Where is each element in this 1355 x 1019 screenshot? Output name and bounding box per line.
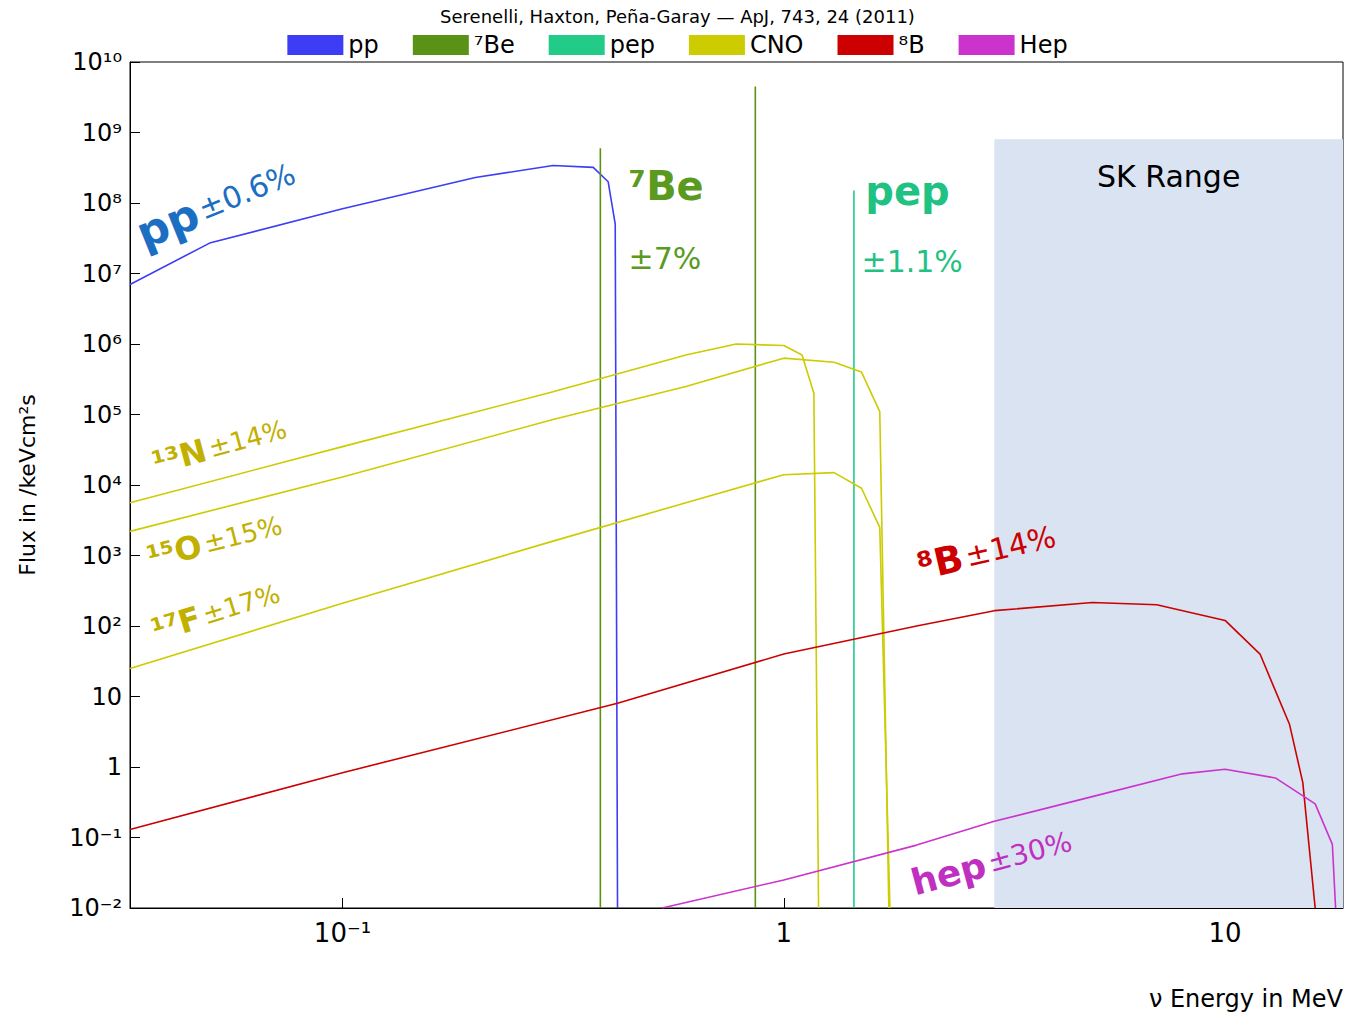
svg-text:±7%: ±7% [629, 241, 702, 276]
svg-text:ν Energy in MeV: ν Energy in MeV [1149, 985, 1344, 1013]
svg-text:10⁹: 10⁹ [82, 119, 122, 147]
svg-text:⁷Be: ⁷Be [629, 163, 704, 209]
svg-text:Serenelli, Haxton, Peña-Garay: Serenelli, Haxton, Peña-Garay — ApJ, 743… [440, 6, 915, 27]
svg-text:¹³N: ¹³N [148, 431, 211, 482]
svg-text:10⁴: 10⁴ [82, 471, 122, 499]
svg-text:1: 1 [107, 753, 122, 781]
svg-text:±14%: ±14% [205, 414, 290, 464]
svg-text:⁸B: ⁸B [899, 31, 925, 59]
svg-text:10²: 10² [82, 612, 122, 640]
svg-text:±14%: ±14% [962, 519, 1059, 574]
svg-text:±30%: ±30% [984, 825, 1075, 879]
svg-text:±1.1%: ±1.1% [861, 244, 962, 279]
svg-text:10³: 10³ [82, 542, 122, 570]
svg-text:10⁷: 10⁷ [82, 260, 122, 288]
svg-text:pep: pep [610, 31, 655, 59]
svg-text:±17%: ±17% [199, 578, 284, 630]
svg-text:10¹⁰: 10¹⁰ [72, 48, 122, 76]
svg-text:¹⁵O: ¹⁵O [143, 526, 206, 576]
svg-text:10: 10 [1209, 918, 1242, 948]
svg-text:Flux in /keVcm²s: Flux in /keVcm²s [15, 394, 40, 576]
svg-text:±15%: ±15% [201, 510, 285, 558]
svg-text:SK Range: SK Range [1097, 159, 1240, 194]
svg-text:10⁸: 10⁸ [82, 189, 122, 217]
svg-text:pp: pp [348, 31, 378, 59]
svg-text:±0.6%: ±0.6% [193, 156, 300, 226]
svg-text:Hep: Hep [1020, 31, 1068, 59]
svg-text:pp: pp [128, 187, 207, 259]
svg-text:10⁻¹: 10⁻¹ [69, 824, 122, 852]
svg-text:10: 10 [91, 683, 122, 711]
svg-text:10⁵: 10⁵ [82, 401, 122, 429]
svg-text:¹⁷F: ¹⁷F [147, 599, 206, 650]
svg-text:⁸B: ⁸B [913, 536, 967, 589]
svg-text:1: 1 [776, 918, 793, 948]
svg-text:pep: pep [865, 168, 949, 214]
svg-text:hep: hep [907, 844, 991, 903]
svg-text:10⁻¹: 10⁻¹ [314, 918, 371, 948]
svg-text:⁷Be: ⁷Be [474, 31, 515, 59]
svg-text:10⁻²: 10⁻² [69, 894, 122, 922]
svg-text:10⁶: 10⁶ [82, 330, 122, 358]
svg-text:CNO: CNO [750, 31, 804, 59]
